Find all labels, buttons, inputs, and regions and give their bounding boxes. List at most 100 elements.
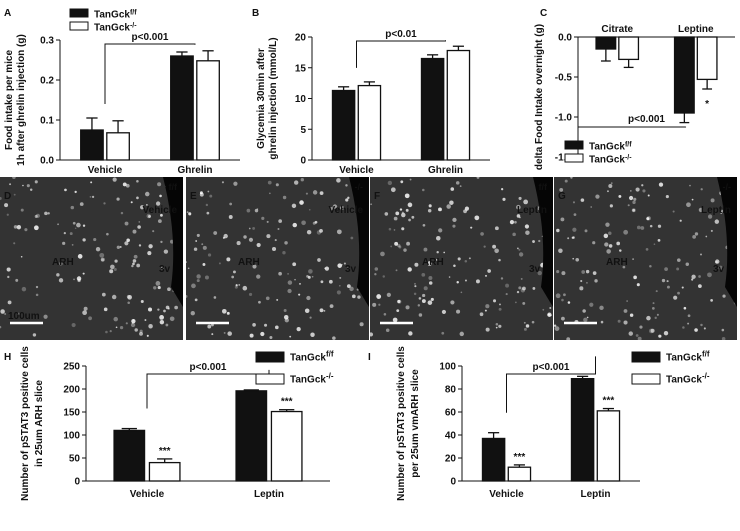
cell <box>246 208 251 213</box>
cell <box>583 317 588 322</box>
cell <box>418 297 422 300</box>
cell <box>368 332 374 337</box>
cell <box>266 234 271 239</box>
cell <box>132 262 135 266</box>
cell <box>516 214 521 218</box>
cell <box>721 328 725 332</box>
cell <box>459 185 462 187</box>
cell <box>238 283 241 286</box>
cell <box>260 331 265 337</box>
cell <box>627 204 630 207</box>
legend-label: TanGckf/f <box>290 349 334 364</box>
legend-label-main: TanGck <box>94 23 130 34</box>
cell <box>64 188 67 192</box>
cell <box>720 211 723 214</box>
cell <box>29 188 33 191</box>
cell <box>76 222 81 228</box>
cell <box>136 196 139 200</box>
cell <box>88 316 92 321</box>
y-tick-label: -1.0 <box>555 113 573 124</box>
cell <box>561 316 565 321</box>
cell <box>590 206 593 208</box>
cell <box>594 279 598 283</box>
y-tick-label: 0 <box>450 477 456 488</box>
cell <box>271 246 277 252</box>
x-tick-label: Vehicle <box>130 489 165 500</box>
cell <box>131 264 134 268</box>
cell <box>561 271 566 276</box>
significance-bracket <box>577 39 687 128</box>
cell <box>632 258 634 260</box>
genotype-sup: -/- <box>723 182 732 192</box>
cell <box>248 292 253 297</box>
legend-label: TanGckf/f <box>589 141 632 153</box>
cell <box>232 270 236 274</box>
cell <box>408 218 411 222</box>
y-tick-label: 100 <box>63 431 80 442</box>
cell <box>572 201 576 204</box>
cell <box>82 272 85 275</box>
cell <box>581 270 586 274</box>
cell <box>62 241 66 245</box>
cell <box>436 251 439 254</box>
cell <box>136 179 139 183</box>
cell <box>464 206 470 211</box>
cell <box>109 330 112 333</box>
cell <box>44 211 48 216</box>
cell <box>139 331 143 336</box>
cell <box>608 231 612 236</box>
cell <box>343 262 346 265</box>
cell <box>380 251 385 257</box>
legend-label-main: TanGck <box>290 375 326 386</box>
legend-label-sup: f/f <box>130 9 137 16</box>
cell <box>390 245 393 248</box>
cell <box>349 286 354 292</box>
genotype-sup: -/- <box>355 182 364 192</box>
cell <box>421 272 426 277</box>
cell <box>607 190 609 193</box>
cell <box>657 224 662 228</box>
cell <box>694 232 699 236</box>
bar <box>80 129 104 161</box>
cell <box>159 194 162 198</box>
cell <box>21 286 27 292</box>
cell <box>167 287 171 292</box>
cell <box>337 263 343 268</box>
cell <box>221 181 224 184</box>
cell <box>35 293 39 297</box>
cell <box>427 300 433 305</box>
micrograph <box>0 177 183 340</box>
cell <box>186 211 189 214</box>
cell <box>441 331 445 335</box>
cell <box>359 322 364 327</box>
cell <box>456 309 461 314</box>
y-axis-label: Glycemia 30min after <box>256 48 267 149</box>
cell <box>174 305 178 310</box>
ventricle-label: 3v <box>713 264 725 275</box>
cell <box>485 304 490 309</box>
cell <box>130 201 133 204</box>
cell <box>628 195 634 201</box>
cell <box>72 221 76 225</box>
micrograph <box>186 177 369 340</box>
cell <box>428 281 433 285</box>
cell <box>125 322 128 325</box>
cell <box>386 292 391 297</box>
cell <box>558 248 563 253</box>
cell <box>592 271 597 275</box>
cell <box>345 184 348 187</box>
cell <box>554 326 560 331</box>
cell <box>474 215 480 221</box>
cell <box>213 296 217 299</box>
p-value: p<0.001 <box>533 362 570 373</box>
cell <box>413 292 417 296</box>
cell <box>329 304 334 309</box>
x-tick-label: Leptin <box>581 489 611 500</box>
cell <box>502 197 506 201</box>
legend-label-main: TanGck <box>94 10 130 21</box>
cell <box>110 264 115 270</box>
cell <box>372 302 377 307</box>
cell <box>405 208 409 212</box>
cell <box>228 215 233 219</box>
